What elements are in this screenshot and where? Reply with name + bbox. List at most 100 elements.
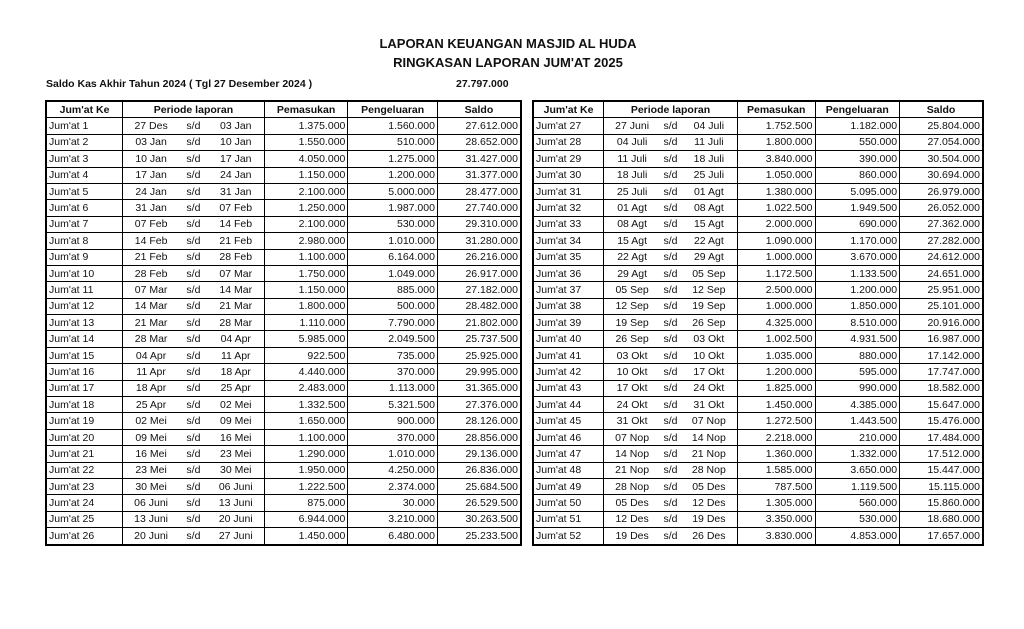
week-cell: Jum'at 1 xyxy=(45,117,124,135)
period-from: 11 Apr xyxy=(136,365,166,378)
header-col-income: Pemasukan xyxy=(263,100,349,119)
expense-cell: 735.000 xyxy=(347,346,438,365)
period-to: 15 Agt xyxy=(693,218,724,231)
balance-cell: 20.916.000 xyxy=(899,314,984,332)
expense-cell: 6.480.000 xyxy=(347,527,438,546)
expense-cell: 880.000 xyxy=(814,346,901,365)
income-cell: 1.360.000 xyxy=(736,445,816,463)
period-to: 05 Sep xyxy=(692,267,726,280)
balance-cell: 26.052.000 xyxy=(899,199,984,217)
balance-cell: 15.476.000 xyxy=(899,412,984,430)
period-from: 16 Mei xyxy=(135,447,167,460)
expense-cell: 1.113.000 xyxy=(347,379,438,398)
period-cell: 08 Agt s/d 15 Agt xyxy=(603,215,738,234)
table-row: Jum'at 7 07 Feb s/d 14 Feb 2.100.000 530.000 2… xyxy=(45,215,522,234)
period-cell: 21 Mar s/d 28 Mar xyxy=(122,314,265,332)
period-to: 26 Sep xyxy=(692,316,726,329)
week-cell: Jum'at 47 xyxy=(532,445,605,463)
period-separator: s/d xyxy=(186,398,201,411)
period-separator: s/d xyxy=(186,152,201,165)
period-to: 19 Des xyxy=(692,513,726,526)
period-cell: 03 Jan s/d 10 Jan xyxy=(122,133,265,152)
table-row: Jum'at 34 15 Agt s/d 22 Agt 1.090.000 1.170.0… xyxy=(532,232,984,250)
period-cell: 10 Okt s/d 17 Okt xyxy=(603,363,738,381)
period-from: 10 Jan xyxy=(135,152,167,165)
table-row: Jum'at 48 21 Nop s/d 28 Nop 1.585.000 3.650.0… xyxy=(532,461,984,479)
week-cell: Jum'at 45 xyxy=(532,412,605,430)
period-from: 27 Juni xyxy=(615,120,650,133)
period-separator: s/d xyxy=(186,349,201,362)
period-to: 08 Agt xyxy=(693,202,724,215)
period-separator: s/d xyxy=(186,283,201,296)
week-cell: Jum'at 32 xyxy=(532,199,605,217)
balance-cell: 25.737.500 xyxy=(436,330,522,348)
period-separator: s/d xyxy=(186,365,201,378)
balance-cell: 31.365.000 xyxy=(436,379,522,398)
period-separator: s/d xyxy=(186,382,201,395)
expense-cell: 5.321.500 xyxy=(347,396,438,414)
period-cell: 14 Feb s/d 21 Feb xyxy=(122,232,265,250)
period-from: 07 Mar xyxy=(134,283,168,296)
expense-cell: 2.374.000 xyxy=(347,477,438,496)
weekly-report-table-left: Jum'at Ke Periode laporan Pemasukan Pengelu… xyxy=(45,100,522,546)
period-separator: s/d xyxy=(186,234,201,247)
period-cell: 03 Okt s/d 10 Okt xyxy=(603,346,738,365)
header-col-expense: Pengeluaran xyxy=(347,100,438,119)
period-cell: 01 Agt s/d 08 Agt xyxy=(603,199,738,217)
week-cell: Jum'at 9 xyxy=(45,248,124,266)
period-cell: 18 Apr s/d 25 Apr xyxy=(122,379,265,398)
period-separator: s/d xyxy=(663,333,678,346)
income-cell: 2.218.000 xyxy=(736,428,816,447)
week-cell: Jum'at 17 xyxy=(45,379,124,398)
expense-cell: 1.443.500 xyxy=(814,412,901,430)
income-cell: 1.450.000 xyxy=(736,396,816,414)
period-to: 28 Nop xyxy=(691,464,726,477)
expense-cell: 1.850.000 xyxy=(814,297,901,316)
balance-cell: 31.280.000 xyxy=(436,232,522,250)
table-row: Jum'at 20 09 Mei s/d 16 Mei 1.100.000 370.000… xyxy=(45,428,522,447)
period-separator: s/d xyxy=(663,218,678,231)
period-cell: 04 Juli s/d 11 Juli xyxy=(603,133,738,152)
period-cell: 06 Juni s/d 13 Juni xyxy=(122,494,265,512)
period-to: 01 Agt xyxy=(693,185,724,198)
balance-cell: 31.377.000 xyxy=(436,166,522,184)
expense-cell: 500.000 xyxy=(347,297,438,316)
expense-cell: 1.010.000 xyxy=(347,445,438,463)
period-separator: s/d xyxy=(186,431,201,444)
period-cell: 05 Sep s/d 12 Sep xyxy=(603,281,738,299)
header-col-income: Pemasukan xyxy=(736,100,816,119)
period-to: 13 Juni xyxy=(218,497,253,510)
balance-cell: 16.987.000 xyxy=(899,330,984,348)
period-separator: s/d xyxy=(186,300,201,313)
week-cell: Jum'at 25 xyxy=(45,510,124,529)
table-row: Jum'at 9 21 Feb s/d 28 Feb 1.100.000 6.164.00… xyxy=(45,248,522,266)
period-from: 12 Sep xyxy=(615,300,649,313)
table-row: Jum'at 28 04 Juli s/d 11 Juli 1.800.000 550.0… xyxy=(532,133,984,152)
period-from: 04 Juli xyxy=(616,136,648,149)
income-cell: 1.150.000 xyxy=(263,166,349,184)
table-row: Jum'at 27 27 Juni s/d 04 Juli 1.752.500 1.182… xyxy=(532,117,984,135)
period-cell: 28 Feb s/d 07 Mar xyxy=(122,264,265,283)
period-cell: 26 Sep s/d 03 Okt xyxy=(603,330,738,348)
income-cell: 1.332.500 xyxy=(263,396,349,414)
table-row: Jum'at 17 18 Apr s/d 25 Apr 2.483.000 1.113.0… xyxy=(45,379,522,398)
period-to: 11 Apr xyxy=(220,349,251,362)
balance-cell: 24.612.000 xyxy=(899,248,984,266)
table-row: Jum'at 4 17 Jan s/d 24 Jan 1.150.000 1.200.00… xyxy=(45,166,522,184)
period-to: 02 Mei xyxy=(219,398,252,411)
period-separator: s/d xyxy=(663,398,678,411)
period-separator: s/d xyxy=(663,431,678,444)
balance-cell: 28.652.000 xyxy=(436,133,522,152)
period-cell: 25 Apr s/d 02 Mei xyxy=(122,396,265,414)
period-from: 14 Mar xyxy=(134,300,168,313)
expense-cell: 550.000 xyxy=(814,133,901,152)
period-separator: s/d xyxy=(186,529,201,542)
period-cell: 25 Juli s/d 01 Agt xyxy=(603,182,738,201)
header-col-week: Jum'at Ke xyxy=(45,100,124,119)
period-separator: s/d xyxy=(186,333,201,346)
period-from: 26 Sep xyxy=(615,333,649,346)
period-cell: 29 Agt s/d 05 Sep xyxy=(603,264,738,283)
table-row: Jum'at 40 26 Sep s/d 03 Okt 1.002.500 4.931.5… xyxy=(532,330,984,348)
period-cell: 15 Agt s/d 22 Agt xyxy=(603,232,738,250)
period-to: 26 Des xyxy=(692,529,726,542)
